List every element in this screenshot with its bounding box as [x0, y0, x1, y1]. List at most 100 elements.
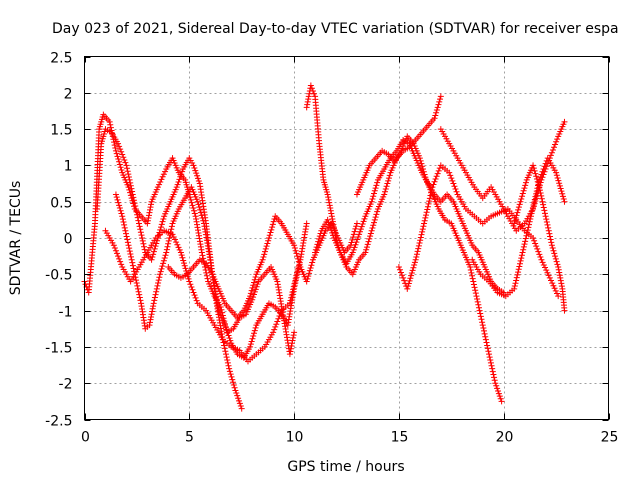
data-point-interp	[133, 208, 140, 215]
data-point-interp	[230, 382, 237, 389]
data-point-interp	[384, 180, 391, 187]
data-point-interp	[427, 192, 434, 199]
data-point-interp	[385, 175, 392, 182]
data-point-interp	[328, 210, 335, 217]
data-point-interp	[111, 139, 118, 146]
data-point-interp	[422, 214, 429, 221]
data-point-interp	[448, 175, 455, 182]
data-point-interp	[133, 280, 140, 287]
data-point-interp	[423, 209, 430, 216]
data-point-interp	[287, 345, 294, 352]
data-point-interp	[530, 165, 537, 172]
data-point-interp	[136, 294, 143, 301]
y-tick-label: 1	[64, 159, 73, 175]
data-point	[431, 115, 438, 122]
data-point-interp	[417, 237, 424, 244]
data-point-interp	[235, 395, 242, 402]
data-point-interp	[195, 201, 202, 208]
data-point-interp	[557, 277, 564, 284]
data-point-interp	[366, 235, 373, 242]
data-point	[546, 274, 553, 281]
data-point-interp	[148, 201, 155, 208]
data-point-interp	[269, 224, 276, 231]
data-point-interp	[367, 233, 374, 240]
data-point-interp	[533, 188, 540, 195]
data-point-interp	[559, 193, 566, 200]
data-point-interp	[308, 262, 315, 269]
y-tick-label: 2.5	[50, 51, 72, 67]
data-point-interp	[409, 267, 416, 274]
data-point-interp	[472, 287, 479, 294]
data-point	[328, 213, 335, 220]
data-point-interp	[482, 333, 489, 340]
data-point-interp	[513, 277, 520, 284]
data-point-interp	[204, 275, 211, 282]
data-point-interp	[134, 282, 141, 289]
data-point-interp	[481, 330, 488, 337]
data-point-interp	[309, 87, 316, 94]
data-point-interp	[296, 261, 303, 268]
data-point-interp	[526, 221, 533, 228]
data-point-interp	[129, 259, 136, 266]
data-point-interp	[541, 210, 548, 217]
data-point	[232, 387, 239, 394]
data-point-interp	[309, 259, 316, 266]
data-point-interp	[556, 180, 563, 187]
data-point-interp	[491, 374, 498, 381]
data-point-interp	[558, 280, 565, 287]
data-point-interp	[132, 205, 139, 212]
data-point-interp	[370, 222, 377, 229]
data-point-interp	[418, 160, 425, 167]
data-point-interp	[537, 254, 544, 261]
data-point-interp	[326, 202, 333, 209]
data-point-interp	[236, 400, 243, 407]
data-point	[119, 213, 126, 220]
data-point-interp	[551, 144, 558, 151]
data-point	[519, 249, 526, 256]
x-tick-label: 15	[391, 430, 409, 446]
data-point-interp	[180, 260, 187, 267]
data-point-interp	[522, 235, 529, 242]
data-point-interp	[145, 212, 152, 219]
data-point-interp	[548, 239, 555, 246]
data-point-interp	[555, 177, 562, 184]
data-point-interp	[252, 286, 259, 293]
y-tick-label: 0.5	[50, 196, 72, 212]
data-point-interp	[126, 248, 133, 255]
data-point-interp	[538, 171, 545, 178]
data-point-interp	[553, 290, 560, 297]
series-sat-d	[112, 184, 245, 412]
data-point-interp	[128, 185, 135, 192]
data-point-interp	[432, 112, 439, 119]
data-point-interp	[225, 362, 232, 369]
data-point-interp	[470, 281, 477, 288]
data-point-interp	[267, 229, 274, 236]
data-point-interp	[114, 196, 121, 203]
data-point	[555, 293, 562, 300]
data-point-interp	[162, 252, 169, 259]
data-point	[536, 184, 543, 191]
data-point-interp	[131, 268, 138, 275]
data-point-interp	[146, 209, 153, 216]
data-point-interp	[545, 224, 552, 231]
data-point	[416, 155, 423, 162]
data-point-interp	[191, 207, 198, 214]
data-point	[131, 271, 138, 278]
data-point-interp	[249, 335, 256, 342]
data-point-interp	[175, 244, 182, 251]
data-point	[561, 198, 568, 205]
data-point	[538, 256, 545, 263]
data-point-interp	[176, 176, 183, 183]
data-point-interp	[314, 241, 321, 248]
data-point-interp	[516, 260, 523, 267]
data-point-interp	[159, 173, 166, 180]
data-point-interp	[304, 101, 311, 108]
data-point-interp	[155, 280, 162, 287]
data-point-interp	[453, 188, 460, 195]
data-point-interp	[189, 286, 196, 293]
data-point-interp	[136, 223, 143, 230]
data-point-interp	[189, 202, 196, 209]
data-point-interp	[123, 230, 130, 237]
data-point-interp	[417, 234, 424, 241]
data-point-interp	[408, 269, 415, 276]
